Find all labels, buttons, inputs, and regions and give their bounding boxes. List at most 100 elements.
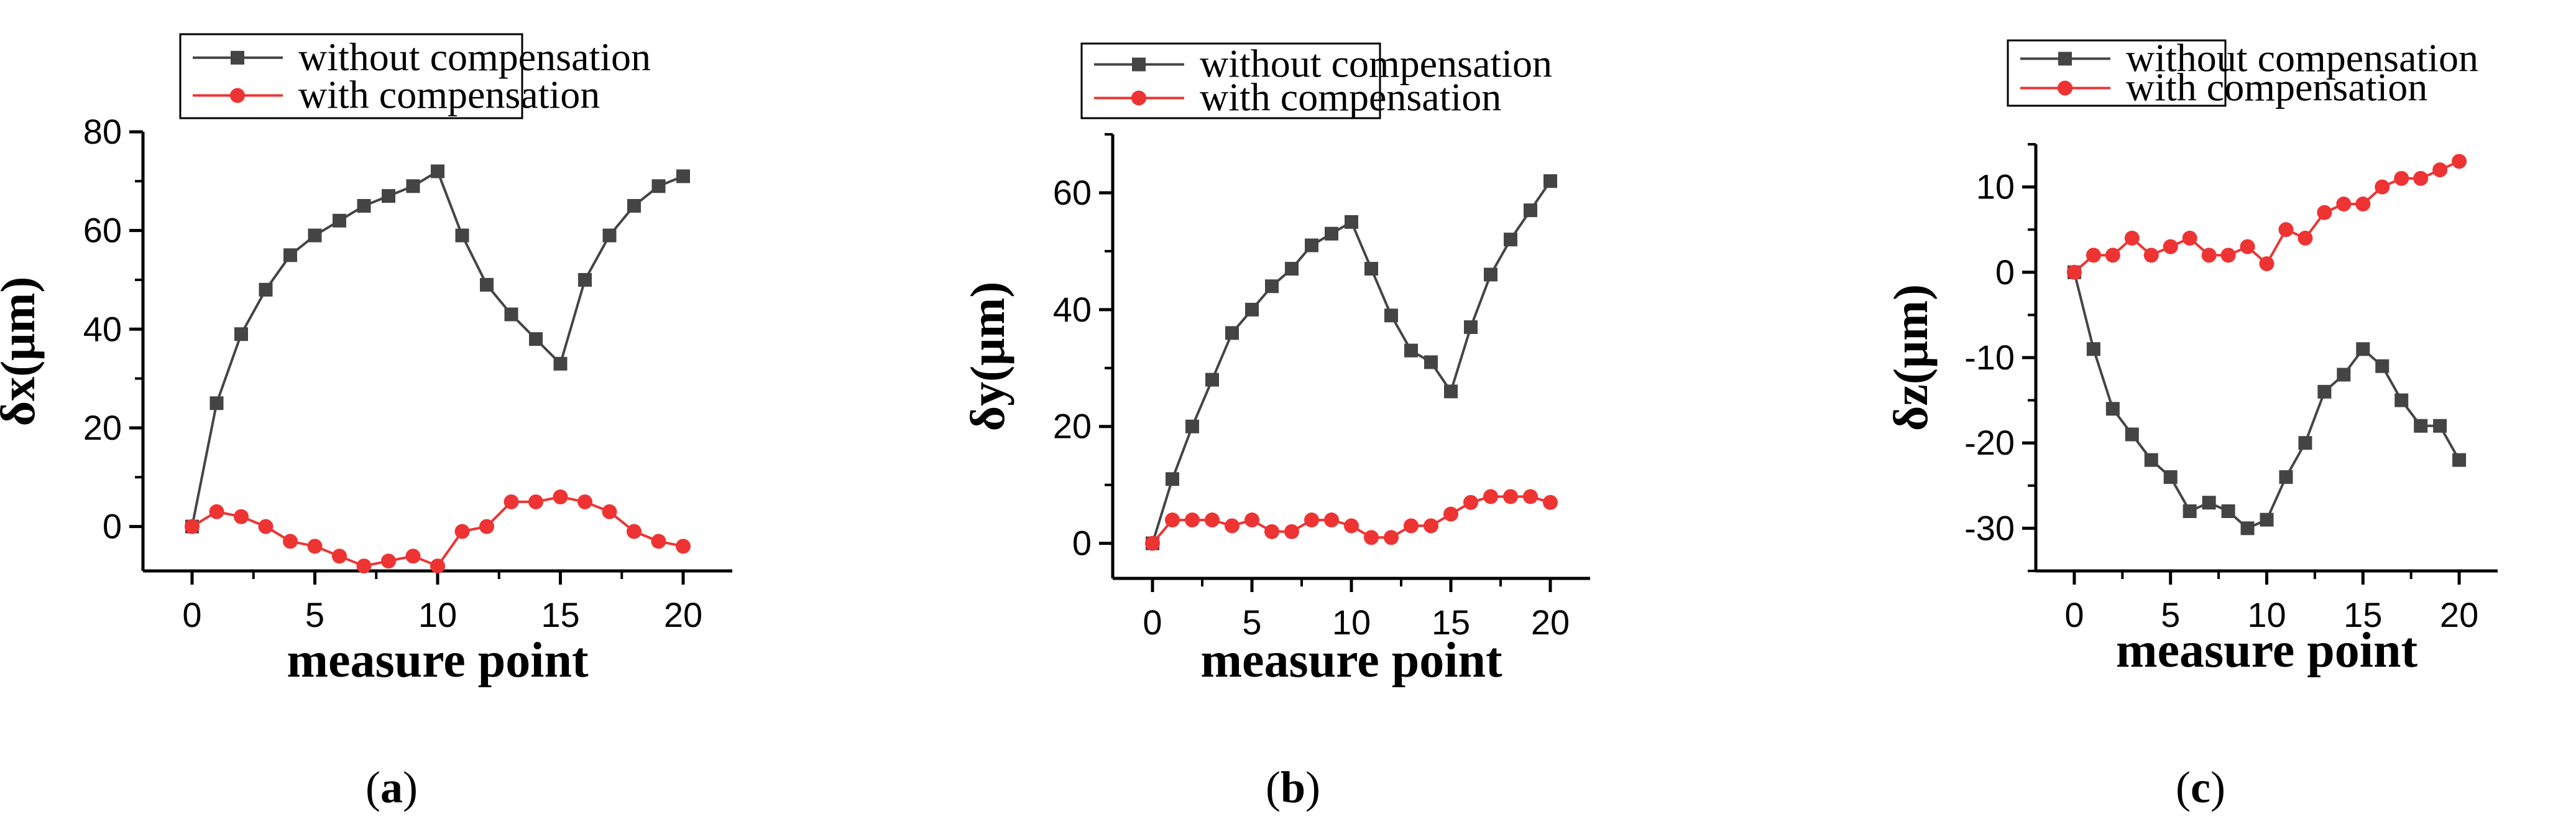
data-point-circle [283, 534, 298, 549]
data-point-circle [1165, 512, 1180, 528]
data-point-circle [528, 494, 543, 509]
legend-marker-square [231, 50, 244, 65]
data-point-circle [2220, 248, 2236, 263]
data-point-circle [627, 524, 642, 539]
legend-marker-square [1132, 57, 1146, 72]
data-point-circle [2105, 248, 2120, 263]
y-tick-label: 10 [1976, 167, 2015, 206]
data-point-square [2086, 342, 2100, 356]
data-point-circle [356, 558, 372, 574]
data-point-square [1325, 226, 1338, 241]
data-point-circle [1225, 518, 1240, 534]
data-point-circle [1205, 512, 1220, 528]
data-point-square [1166, 472, 1179, 486]
data-point-square [651, 179, 666, 193]
data-point-square [602, 228, 617, 243]
data-point-circle [258, 519, 274, 534]
data-point-square [308, 228, 322, 243]
data-point-circle [1185, 512, 1200, 528]
data-point-square [2317, 384, 2332, 399]
y-tick-label: 60 [1053, 173, 1092, 212]
data-point-circle [1264, 524, 1279, 539]
data-point-square [1305, 238, 1318, 253]
caption-open-paren: ( [366, 762, 380, 812]
x-tick-label: 0 [2064, 595, 2084, 634]
data-point-square [2240, 521, 2255, 535]
data-point-square [578, 272, 592, 287]
caption-close-paren: ) [1305, 762, 1320, 812]
data-point-circle [1324, 512, 1339, 528]
x-tick-label: 0 [182, 595, 201, 634]
series-with-compensation [1145, 489, 1558, 551]
data-point-circle [676, 539, 691, 554]
legend-box [1080, 42, 1381, 119]
data-point-square [2144, 453, 2158, 467]
caption-open-paren: ( [1266, 762, 1281, 812]
series-without-compensation [185, 164, 690, 534]
data-point-square [259, 282, 273, 297]
legend-label: with compensation [1200, 75, 1501, 119]
data-point-square [283, 248, 297, 262]
data-point-circle [1404, 518, 1419, 534]
data-point-circle [479, 519, 494, 534]
data-point-square [1484, 267, 1497, 282]
y-tick-label: 80 [83, 112, 122, 151]
data-point-circle [2259, 256, 2275, 272]
panel-caption: (b) [1266, 762, 1320, 812]
y-tick-label: 40 [83, 309, 122, 348]
data-point-circle [553, 489, 568, 505]
x-tick-label: 10 [2247, 595, 2286, 634]
series-without-compensation [2067, 265, 2467, 535]
data-point-square [2202, 496, 2216, 510]
data-point-square [1265, 279, 1279, 294]
y-tick-label: -30 [1964, 508, 2015, 547]
data-point-circle [577, 494, 592, 509]
y-tick-label: 0 [103, 507, 122, 546]
data-point-circle [1463, 494, 1478, 510]
data-point-square [1504, 233, 1517, 247]
chart-panel-a: 0 5 10 15 20 0 20 40 60 80 measure point δx(μm) with… [0, 33, 732, 812]
data-point-circle [2124, 230, 2140, 246]
data-point-circle [2163, 239, 2178, 254]
data-point-square [2375, 359, 2390, 373]
data-point-circle [1344, 518, 1359, 534]
y-tick-label: -10 [1964, 338, 2015, 377]
caption-close-paren: ) [2210, 762, 2225, 812]
y-axis-title: δz(μm) [1884, 284, 1938, 431]
caption-letter: a [380, 762, 403, 812]
data-point-square [2394, 393, 2409, 407]
data-point-circle [2452, 154, 2467, 169]
data-point-circle [2201, 248, 2217, 263]
data-point-square [1225, 326, 1239, 340]
data-point-circle [1424, 518, 1438, 534]
series-line [191, 169, 684, 527]
data-point-square [2298, 436, 2312, 450]
data-point-circle [1304, 512, 1319, 528]
data-point-circle [1364, 530, 1379, 545]
legend-label: without compensation [1200, 42, 1552, 86]
data-point-square [2183, 504, 2197, 518]
data-point-square [504, 307, 518, 322]
data-point-circle [2336, 197, 2352, 212]
legend-box [179, 33, 523, 119]
data-point-square [2452, 453, 2467, 467]
y-tick-label: 40 [1053, 290, 1092, 329]
x-tick-label: 20 [1531, 603, 1570, 642]
data-point-circle [2066, 264, 2082, 280]
data-point-square [1185, 419, 1199, 433]
y-tick-label: 0 [1995, 253, 2015, 292]
data-point-circle [1384, 530, 1399, 545]
data-point-square [382, 189, 395, 203]
data-point-square [209, 396, 224, 410]
data-point-square [2337, 368, 2351, 382]
data-point-circle [2182, 230, 2197, 246]
data-point-circle [454, 524, 470, 539]
data-point-circle [2432, 162, 2448, 178]
y-axis-title: δy(μm) [960, 282, 1014, 432]
panel-caption: (c) [2176, 762, 2225, 812]
legend-marker-circle [2058, 80, 2072, 96]
y-axis-title: δx(μm) [0, 277, 45, 427]
x-tick-label: 5 [2161, 595, 2180, 634]
